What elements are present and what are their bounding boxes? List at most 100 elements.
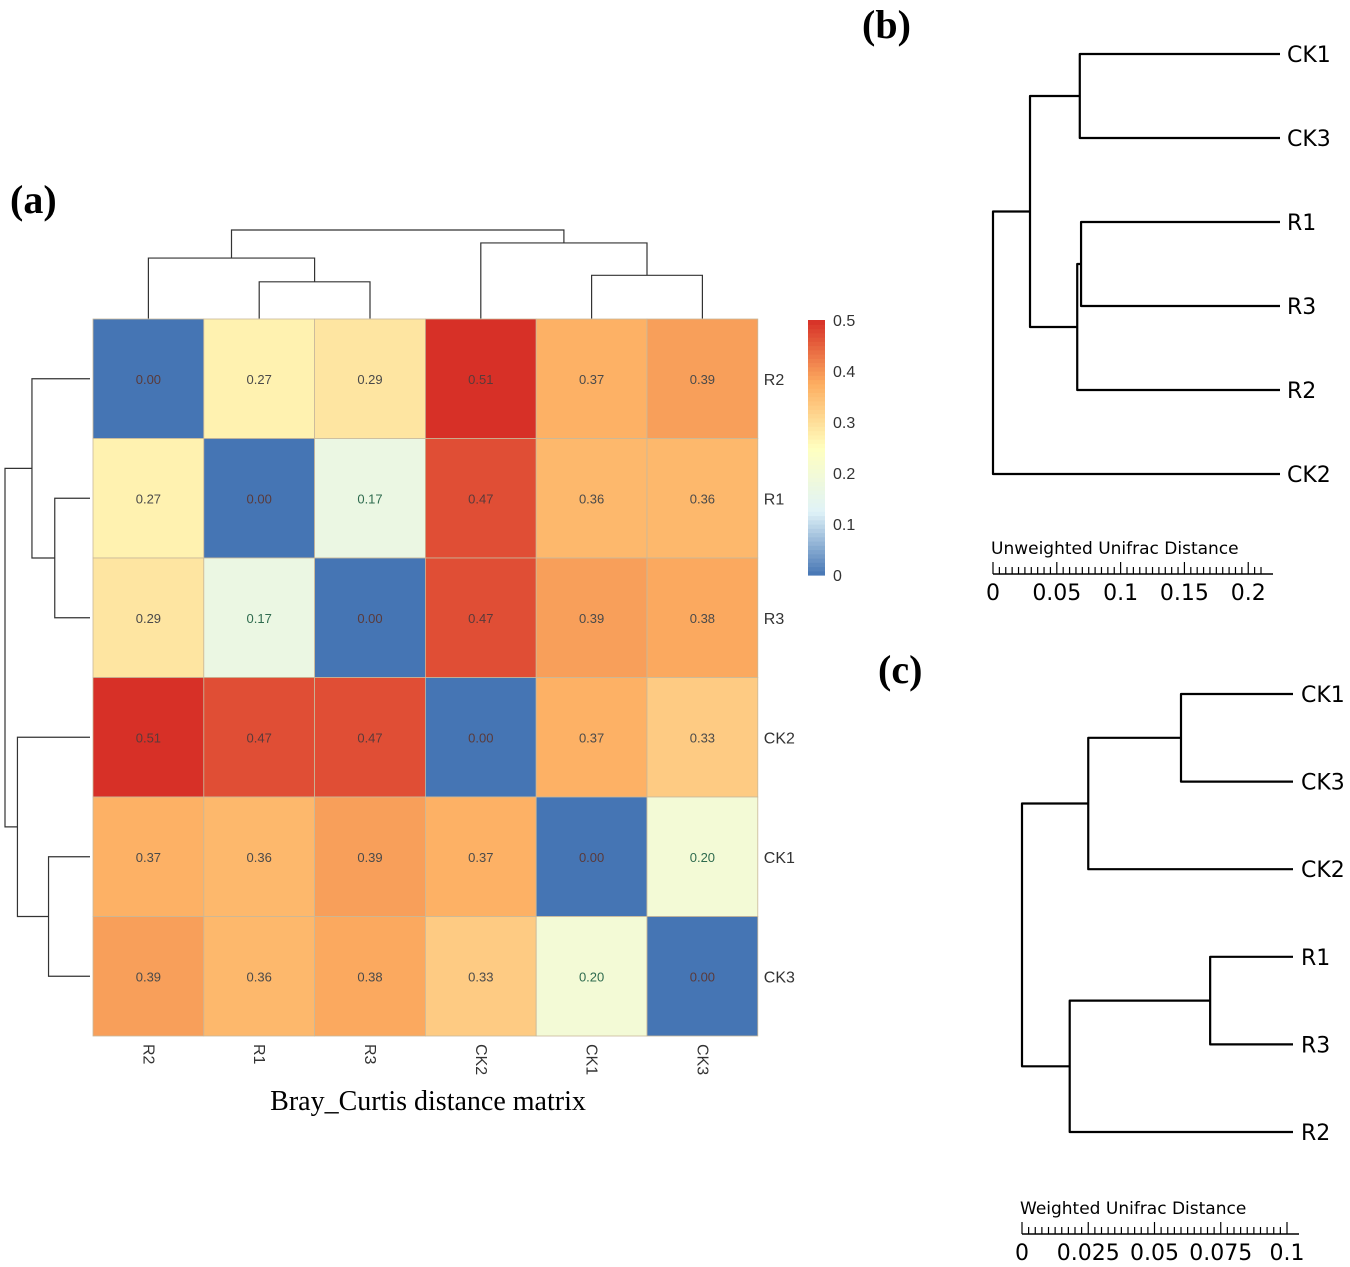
tree-leaf-label: R1 [1287, 211, 1316, 236]
heatmap-cell [92, 557, 205, 678]
colorbar-segment [808, 362, 825, 368]
heatmap-cell [203, 557, 316, 678]
dendrogram-branch [590, 274, 704, 319]
colorbar-segment [808, 430, 825, 436]
tree-axis-tick-label: 0.1 [1270, 1241, 1305, 1266]
dendrogram-branch [16, 736, 90, 918]
heatmap-cell [92, 796, 205, 917]
heatmap-cell-label: 0.00 [468, 730, 493, 745]
colorbar-segment [808, 379, 825, 385]
panel-label-c: (c) [878, 647, 922, 692]
colorbar-segment [808, 511, 825, 517]
colorbar-segment [808, 545, 825, 551]
heatmap-cell-label: 0.27 [136, 491, 161, 506]
tree-leaf-label: R1 [1301, 946, 1330, 971]
tree-axis-tick-label: 0 [986, 581, 1000, 606]
tree-axis-tick-label: 0 [1015, 1241, 1029, 1266]
tree-leaf-label: CK2 [1287, 463, 1331, 488]
colorbar-segment [808, 405, 825, 410]
heatmap-cell-label: 0.36 [690, 491, 715, 506]
colorbar-segment [808, 490, 825, 495]
heatmap-row-label: R2 [764, 372, 785, 389]
heatmap-cell [314, 796, 426, 917]
heatmap-cell-label: 0.39 [136, 969, 161, 984]
heatmap-cell-label: 0.00 [579, 850, 604, 865]
heatmap-cell-label: 0.38 [690, 611, 715, 626]
colorbar-segment [808, 417, 825, 423]
heatmap-cell-label: 0.36 [247, 969, 272, 984]
tree-axis-tick-label: 0.025 [1057, 1241, 1120, 1266]
colorbar-tick-label: 0 [833, 568, 842, 585]
heatmap-cell-label: 0.00 [136, 372, 161, 387]
panel-label-b: (b) [862, 2, 911, 47]
heatmap-cell-label: 0.36 [247, 850, 272, 865]
colorbar-segment [808, 400, 825, 406]
heatmap-cell [535, 677, 648, 798]
tree-leaf-label: R2 [1287, 379, 1316, 404]
colorbar-segment [808, 481, 825, 487]
dendrogram-branch [31, 378, 90, 559]
colorbar-segment [808, 502, 825, 508]
tree-axis-tick-label: 0.075 [1189, 1241, 1252, 1266]
dendrogram-branch [258, 281, 371, 319]
heatmap-cell [535, 796, 648, 917]
colorbar-segment [808, 464, 825, 470]
tree-branch [991, 210, 1280, 476]
colorbar-segment [808, 468, 825, 474]
colorbar-tick-label: 0.2 [833, 466, 855, 483]
heatmap-cell [535, 557, 648, 678]
heatmap-cell-label: 0.33 [468, 969, 493, 984]
heatmap-cell [92, 916, 205, 1037]
tree-axis-tick-label: 0.2 [1231, 581, 1266, 606]
tree-leaf-label: CK3 [1301, 771, 1345, 796]
dendrogram-branch [54, 497, 90, 619]
heatmap-col-label: CK3 [693, 1044, 710, 1075]
colorbar-segment [808, 349, 825, 355]
tree-axis-tick-label: 0.05 [1032, 581, 1081, 606]
heatmap-cell [314, 677, 426, 798]
tree-leaf-label: R3 [1287, 295, 1316, 320]
heatmap-cell [92, 677, 205, 798]
tree-branch [1028, 94, 1080, 329]
colorbar-segment [808, 447, 825, 453]
heatmap-cell-label: 0.00 [690, 969, 715, 984]
colorbar-segment [808, 536, 825, 542]
heatmap-cell-label: 0.29 [357, 372, 382, 387]
colorbar-segment [808, 341, 825, 347]
heatmap-cell-label: 0.37 [136, 850, 161, 865]
heatmap-cell-label: 0.37 [579, 730, 604, 745]
unweighted-unifrac-tree: CK1 CK3 R1 R3 R2 CK2 Unweighted Unifrac Distan… [986, 43, 1331, 606]
heatmap-cell-label: 0.17 [357, 491, 382, 506]
colorbar-segment [808, 383, 825, 389]
colorbar-segment [808, 451, 825, 457]
heatmap-cell-label: 0.51 [468, 372, 493, 387]
dendrogram-branch [47, 856, 90, 977]
heatmap-cell-label: 0.27 [247, 372, 272, 387]
colorbar-segment [808, 541, 825, 546]
heatmap-cell-label: 0.39 [690, 372, 715, 387]
colorbar-segment [808, 358, 825, 364]
heatmap-col-label: R2 [139, 1044, 156, 1065]
weighted-unifrac-tree: CK1 CK3 CK2 R1 R3 R2 Weighted Unifrac Distance… [1015, 683, 1345, 1266]
colorbar-segment [808, 456, 825, 461]
colorbar-tick-label: 0.5 [833, 313, 855, 330]
heatmap-cell-label: 0.47 [247, 730, 272, 745]
heatmap-cell [424, 796, 537, 917]
heatmap-cell-label: 0.47 [357, 730, 382, 745]
tree-axis-title: Weighted Unifrac Distance [1020, 1199, 1246, 1219]
heatmap-row-label: R1 [764, 491, 785, 508]
heatmap-cell [535, 318, 648, 439]
colorbar-segment [808, 426, 825, 432]
tree-axis-tick-label: 0.15 [1160, 581, 1209, 606]
heatmap-cell [646, 916, 759, 1037]
colorbar-segment [808, 413, 825, 419]
colorbar-segment [808, 366, 825, 372]
bray-curtis-heatmap: 0.00 0.27 0.29 0.51 0.37 0.39 0.27 0.00 0.17 0.47… [92, 318, 795, 1075]
heatmap-cell [535, 916, 648, 1037]
heatmap-cell [424, 438, 537, 559]
heatmap-cell [646, 438, 759, 559]
heatmap-row-label: CK1 [764, 850, 795, 867]
colorbar-segment [808, 473, 825, 478]
heatmap-col-label: R3 [361, 1044, 378, 1065]
